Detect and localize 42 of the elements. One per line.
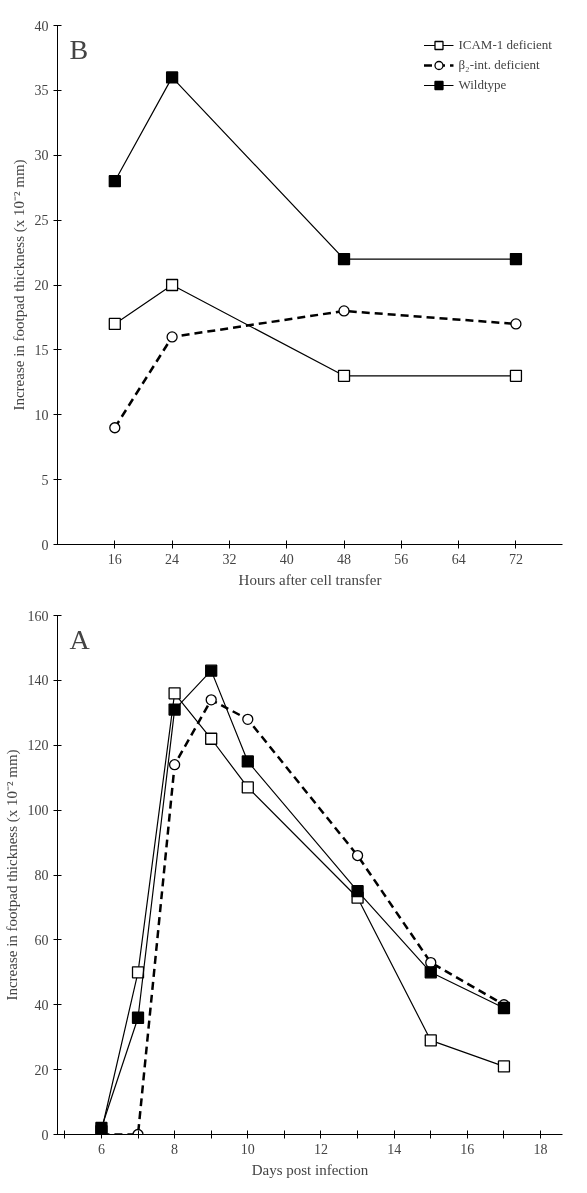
y-tick-label: 15: [34, 342, 49, 358]
y-tick-label: 20: [34, 1062, 49, 1078]
y-tick-label: 40: [34, 18, 49, 34]
legend-label: ICAM-1 deficient: [458, 37, 552, 53]
y-tick-label: 20: [34, 278, 49, 293]
x-tick-label: 64: [451, 551, 466, 567]
y-tick-label: 5: [41, 472, 49, 488]
y-tick-label: 120: [27, 738, 49, 754]
y-tick-label: 140: [27, 673, 49, 689]
chart-title: B: [69, 33, 89, 65]
chart-title: A: [69, 623, 91, 655]
x-tick-label: 12: [313, 1141, 328, 1157]
y-tick-label: 80: [34, 868, 49, 883]
y-axis-title: Increase in footpad thickness (x 10⁻² mm): [10, 159, 28, 411]
y-tick-label: 100: [27, 803, 49, 819]
x-tick-label: 48: [337, 551, 352, 567]
x-tick-label: 40: [279, 551, 294, 567]
x-axis-title: Hours after cell transfer: [238, 571, 382, 588]
x-tick-label: 16: [460, 1141, 475, 1157]
x-axis-title: Days post infection: [251, 1161, 369, 1178]
y-tick-label: 0: [41, 1127, 49, 1143]
y-tick-label: 10: [34, 407, 49, 423]
x-tick-label: 56: [394, 551, 409, 567]
x-tick-label: 18: [533, 1141, 548, 1157]
y-tick-label: 0: [41, 537, 49, 553]
x-tick-label: 6: [97, 1141, 105, 1157]
x-tick-label: 10: [240, 1141, 255, 1157]
y-tick-label: 30: [34, 148, 49, 164]
y-axis-title: Increase in footpad thickness (x 10⁻² mm): [3, 749, 21, 1001]
x-tick-label: 8: [171, 1141, 179, 1157]
y-tick-label: 160: [27, 608, 49, 624]
y-tick-label: 25: [34, 213, 49, 229]
legend-label: β₂-int. deficient: [458, 57, 540, 73]
legend-label: Wildtype: [458, 77, 507, 93]
x-tick-label: 24: [165, 551, 180, 567]
y-tick-label: 40: [34, 997, 49, 1013]
x-tick-label: 16: [107, 551, 122, 567]
x-tick-label: 14: [387, 1141, 402, 1157]
x-tick-label: 72: [508, 551, 523, 567]
y-tick-label: 35: [34, 83, 49, 99]
x-tick-label: 32: [222, 551, 237, 567]
y-tick-label: 60: [34, 932, 49, 948]
